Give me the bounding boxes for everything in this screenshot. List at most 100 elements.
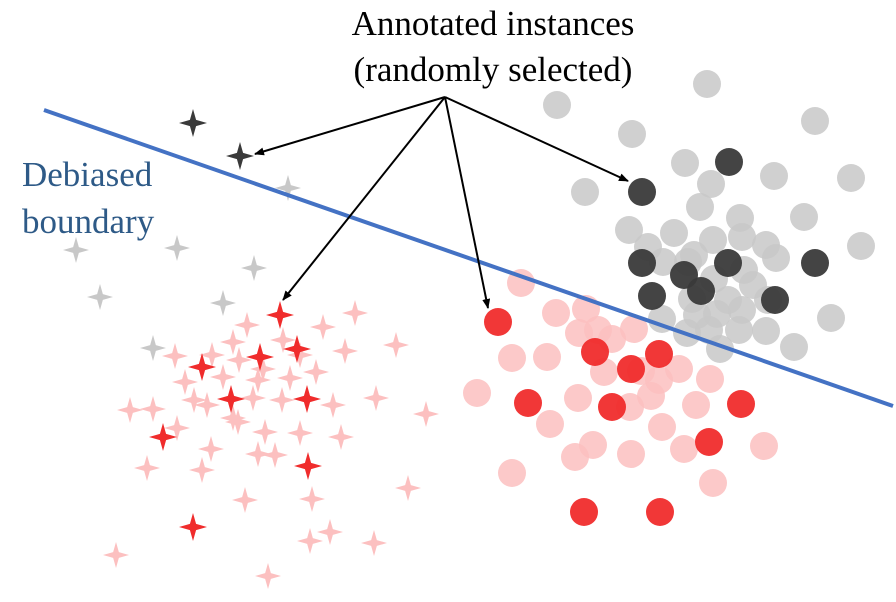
red-star xyxy=(198,436,224,462)
red-star xyxy=(117,397,143,423)
gray-circle xyxy=(760,162,788,190)
red-star xyxy=(220,405,246,431)
red-star xyxy=(287,342,313,368)
annotated-gray-circle xyxy=(628,178,656,206)
red-star xyxy=(232,487,258,513)
red-star xyxy=(220,329,246,355)
red-circle xyxy=(564,384,592,412)
gray-circle xyxy=(543,91,571,119)
annotated-gray-star xyxy=(179,109,207,137)
annotation-title-line-1: Annotated instances xyxy=(352,4,635,43)
boundary-label-line-2: boundary xyxy=(22,202,155,241)
annotated-red-star xyxy=(179,513,207,541)
annotated-red-circle xyxy=(484,308,512,336)
annotated-red-star xyxy=(293,385,321,413)
unlabeled-star-instances xyxy=(63,175,439,589)
annotation-arrow-1 xyxy=(254,96,446,156)
annotated-red-star xyxy=(217,385,245,413)
gray-circle xyxy=(697,170,725,198)
red-star xyxy=(342,300,368,326)
red-star xyxy=(361,530,387,556)
red-circle xyxy=(637,382,665,410)
annotated-star-instances xyxy=(149,109,322,541)
annotated-red-star xyxy=(283,335,311,363)
gray-circle xyxy=(671,149,699,177)
annotation-arrow-2 xyxy=(282,96,446,301)
red-circle xyxy=(670,435,698,463)
gray-circle xyxy=(725,316,753,344)
red-star xyxy=(320,392,346,418)
gray-star xyxy=(87,284,113,310)
annotated-gray-circle xyxy=(714,249,742,277)
red-star xyxy=(303,359,329,385)
red-star xyxy=(317,519,343,545)
red-star xyxy=(245,441,271,467)
red-circle xyxy=(463,379,491,407)
gray-circle xyxy=(618,120,646,148)
red-star xyxy=(262,442,288,468)
red-star xyxy=(328,424,354,450)
annotated-red-circle xyxy=(617,355,645,383)
gray-star xyxy=(241,255,267,281)
gray-circle xyxy=(693,70,721,98)
red-star xyxy=(226,347,252,373)
annotated-red-star xyxy=(188,353,216,381)
red-circle xyxy=(617,440,645,468)
gray-circle xyxy=(686,193,714,221)
red-star xyxy=(252,419,278,445)
gray-star xyxy=(63,237,89,263)
annotated-red-circle xyxy=(581,338,609,366)
red-star xyxy=(287,420,313,446)
boundary-label-line-1: Debiased xyxy=(22,155,153,194)
annotated-gray-star xyxy=(226,142,254,170)
red-star xyxy=(310,314,336,340)
annotated-red-circle xyxy=(598,393,626,421)
annotation-arrow-3 xyxy=(444,96,491,309)
annotation-title-line-2: (randomly selected) xyxy=(354,50,633,89)
red-circle xyxy=(561,443,589,471)
red-circle xyxy=(533,343,561,371)
red-star xyxy=(255,563,281,589)
gray-star xyxy=(164,235,190,261)
gray-circle xyxy=(728,223,756,251)
red-star xyxy=(269,387,295,413)
red-star xyxy=(277,365,303,391)
annotated-red-star xyxy=(246,343,274,371)
annotated-gray-circle xyxy=(628,249,656,277)
red-star xyxy=(413,401,439,427)
gray-circle xyxy=(699,226,727,254)
red-star xyxy=(199,342,225,368)
gray-star xyxy=(275,175,301,201)
red-circle xyxy=(750,432,778,460)
gray-circle xyxy=(660,219,688,247)
gray-circle xyxy=(801,107,829,135)
red-circle xyxy=(536,410,564,438)
red-star xyxy=(297,528,323,554)
annotated-gray-circle xyxy=(801,249,829,277)
gray-circle xyxy=(762,244,790,272)
gray-circle xyxy=(817,304,845,332)
red-circle xyxy=(498,459,526,487)
annotated-red-circle xyxy=(727,390,755,418)
red-star xyxy=(172,369,198,395)
red-star xyxy=(134,455,160,481)
annotated-circle-instances xyxy=(484,148,829,526)
red-circle xyxy=(620,315,648,343)
debiased-boundary-line xyxy=(43,108,894,408)
red-circle xyxy=(682,391,710,419)
red-star xyxy=(383,332,409,358)
red-star xyxy=(240,385,266,411)
red-star xyxy=(395,475,421,501)
annotated-red-circle xyxy=(695,428,723,456)
gray-star xyxy=(140,335,166,361)
annotated-gray-circle xyxy=(638,282,666,310)
red-star xyxy=(162,343,188,369)
red-star xyxy=(225,409,251,435)
annotated-red-circle xyxy=(645,340,673,368)
red-circle xyxy=(542,299,570,327)
annotated-red-circle xyxy=(570,498,598,526)
red-circle xyxy=(565,319,593,347)
annotated-gray-circle xyxy=(687,277,715,305)
red-circle xyxy=(648,413,676,441)
